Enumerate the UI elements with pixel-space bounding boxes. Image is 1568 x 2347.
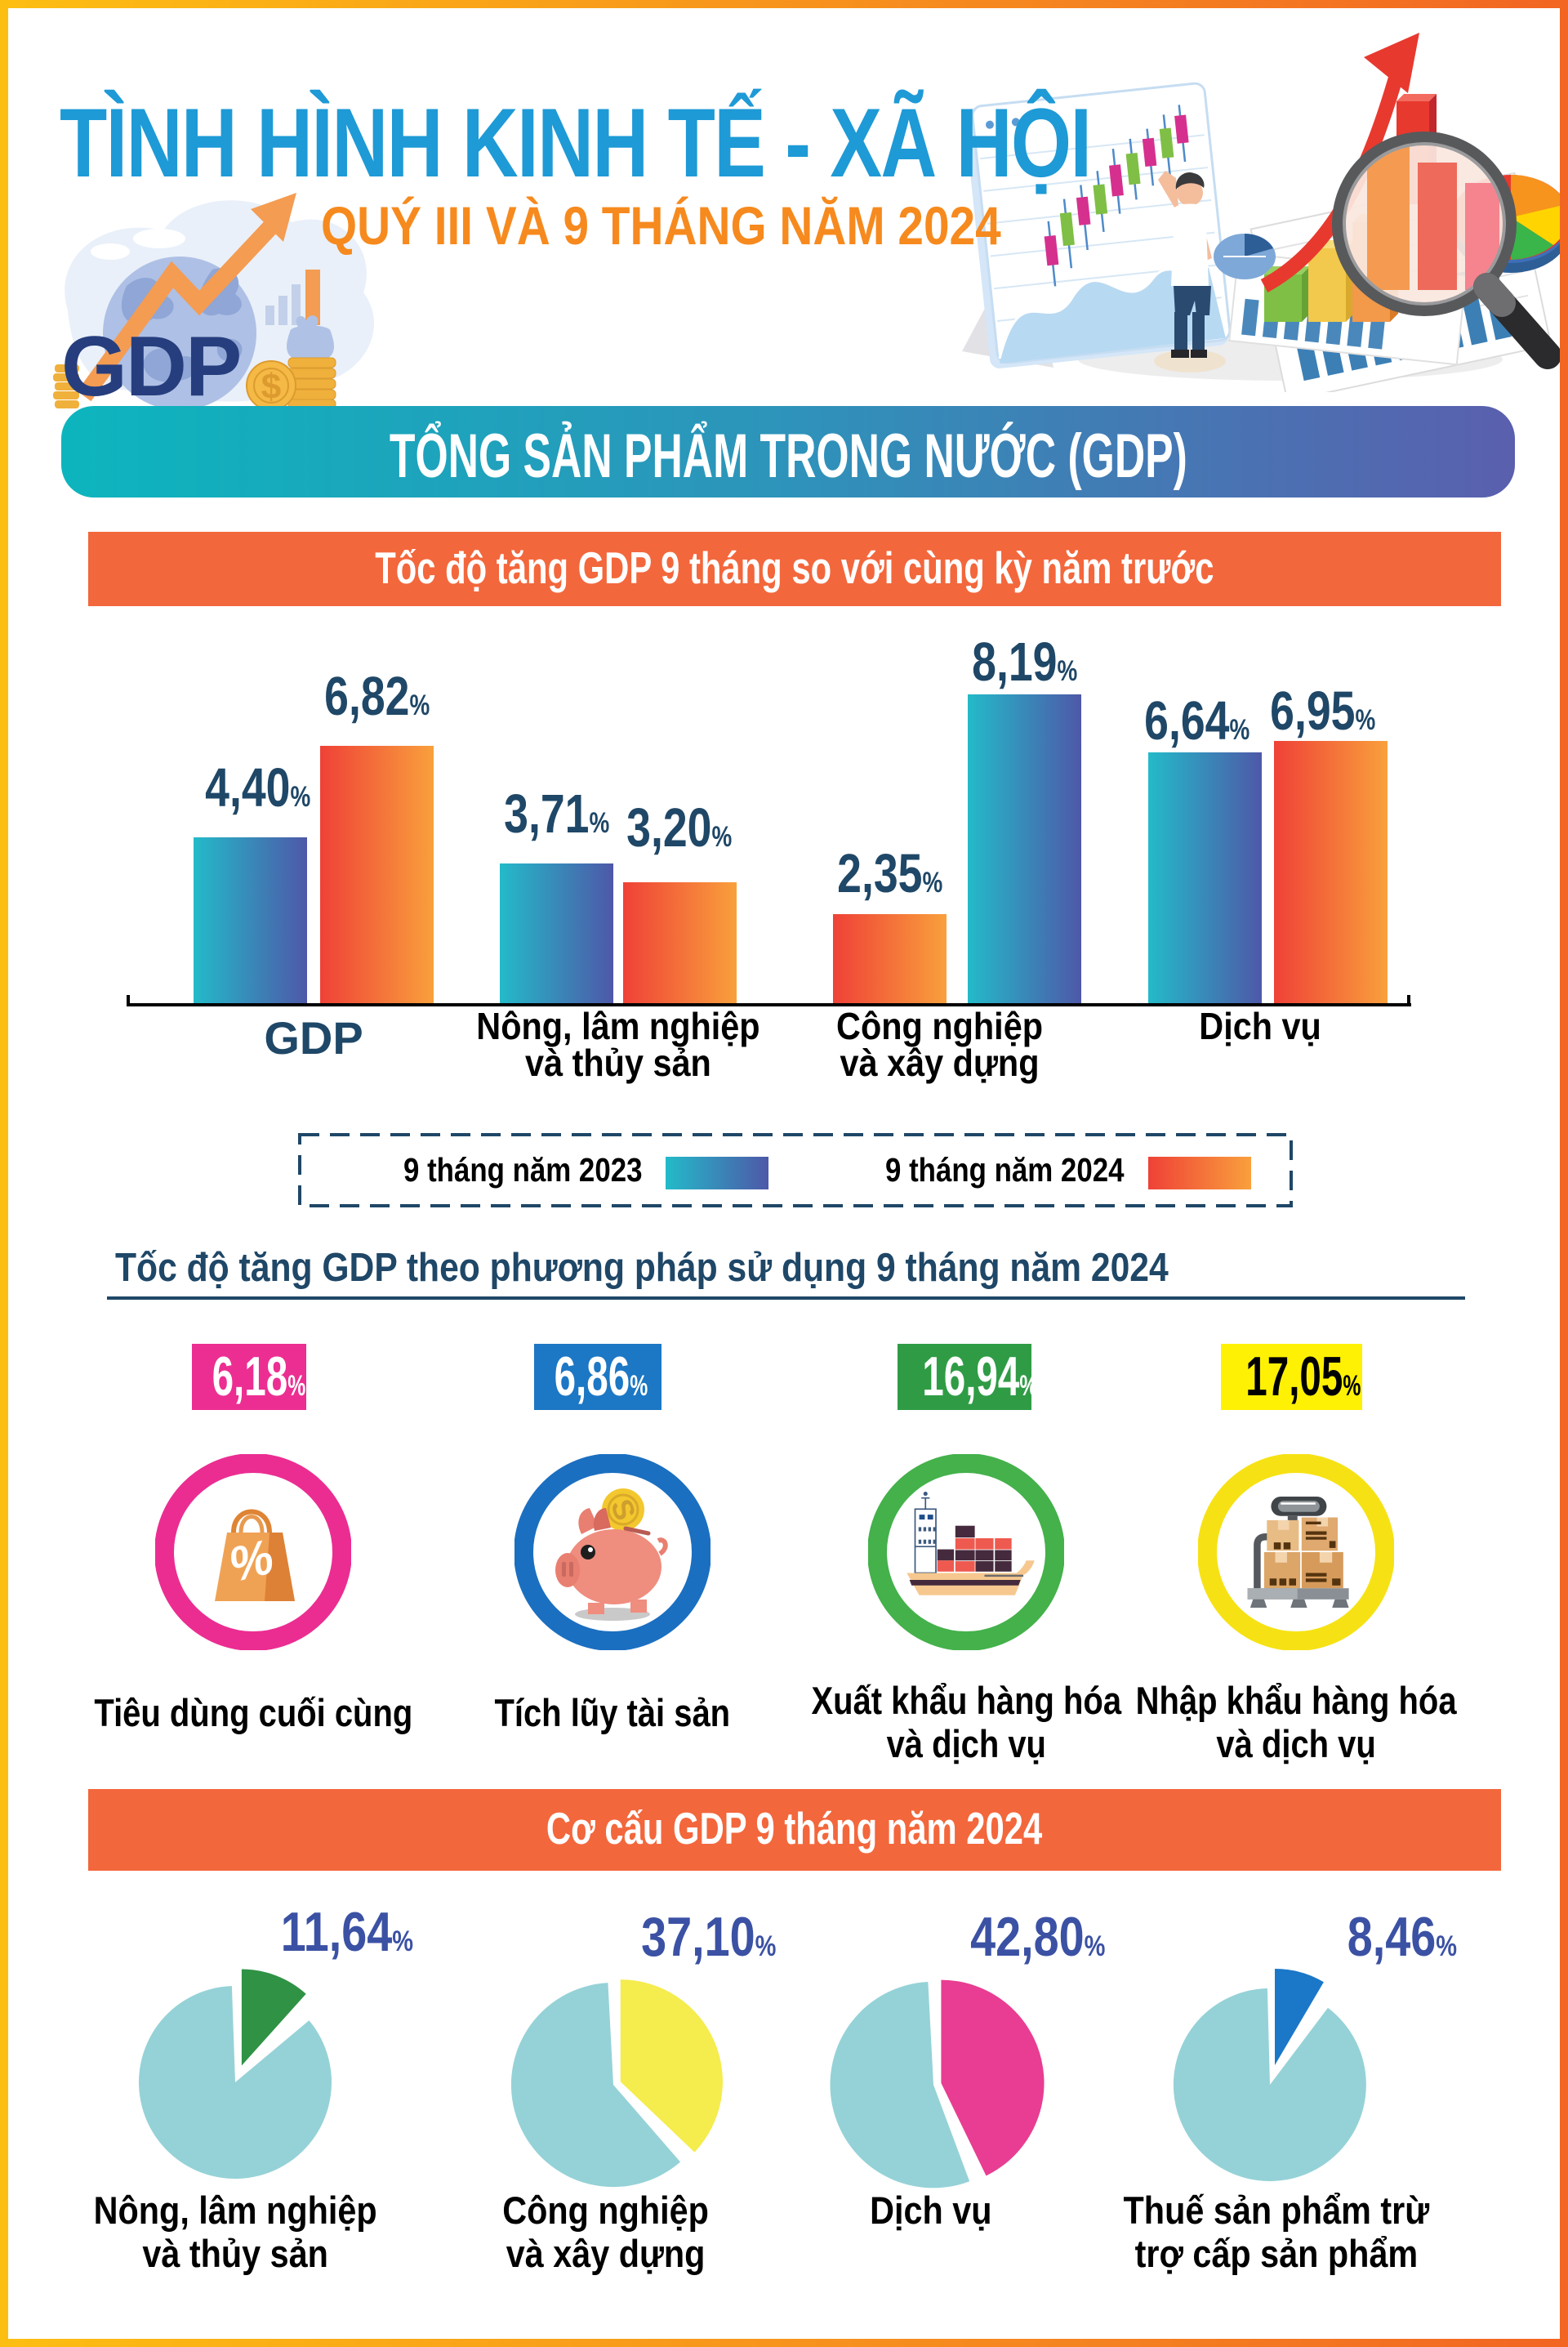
- svg-text:GDP: GDP: [61, 319, 240, 410]
- svg-text:$: $: [261, 367, 281, 407]
